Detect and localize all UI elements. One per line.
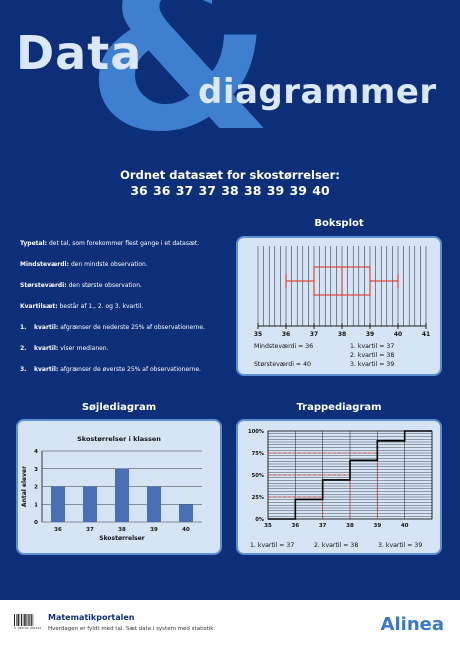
step-line xyxy=(268,430,432,520)
y-tick-label: 0% xyxy=(255,517,265,523)
definition-label: Typetal: xyxy=(20,240,48,247)
x-tick-label: 39 xyxy=(366,331,374,338)
poster: & Data diagrammer Ordnet datasæt for sko… xyxy=(0,0,460,600)
x-tick-label: 36 xyxy=(292,523,300,529)
x-tick-label: 37 xyxy=(310,331,318,338)
definition-typetal: Typetal: det tal, som forekommer flest g… xyxy=(20,240,235,248)
title-word-diagrammer: diagrammer xyxy=(198,72,437,112)
dataset-values: 36 36 37 37 38 38 39 39 40 xyxy=(130,183,330,198)
definition-label: kvartil: xyxy=(34,345,59,352)
definition-kvartil-2: 2. kvartil: viser medianen. xyxy=(20,345,235,353)
x-tick-label: 41 xyxy=(422,331,430,338)
step-chart: 0% 25% 50% 75% 100% 35 36 37 38 39 40 1. kvartil = … xyxy=(248,429,433,549)
y-tick-label: 25% xyxy=(252,495,265,501)
definition-text: består af 1., 2. og 3. kvartil. xyxy=(59,303,144,310)
bar-panel: Skostørrelser i klassen 0 1 2 3 4 36 37 38 39 40 Sk… xyxy=(16,419,222,555)
step-section-title: Trappediagram xyxy=(296,402,382,413)
x-tick-label: 39 xyxy=(150,527,158,533)
x-axis-label: Skostørrelser xyxy=(99,535,145,542)
definition-text: afgrænser de øverste 25% af observatione… xyxy=(60,366,201,373)
definition-number: 1. xyxy=(20,324,27,331)
bar xyxy=(51,486,65,522)
definition-text: det tal, som forekommer flest gange i et… xyxy=(48,240,200,247)
x-tick-label: 38 xyxy=(346,523,354,529)
max-value-text: Størsteværdi = 40 xyxy=(254,361,311,368)
definition-text: afgrænser de nederste 25% af observation… xyxy=(60,324,205,331)
x-tick-label: 36 xyxy=(54,527,62,533)
definition-max: Størsteværdi: den største observation. xyxy=(20,282,235,290)
x-tick-label: 38 xyxy=(118,527,126,533)
y-tick-label: 75% xyxy=(252,451,265,457)
bar-chart: Skostørrelser i klassen 0 1 2 3 4 36 37 38 39 40 Sk… xyxy=(21,435,202,542)
q2-text: 2. kvartil = 38 xyxy=(314,542,358,549)
definition-text: den mindste observation. xyxy=(70,261,148,268)
y-tick-label: 3 xyxy=(34,467,38,473)
x-tick-label: 40 xyxy=(401,523,409,529)
bar xyxy=(83,486,97,522)
definition-kvartilsaet: Kvartilsæt: består af 1., 2. og 3. kvart… xyxy=(20,303,235,311)
boxplot-title: Boksplot xyxy=(314,218,364,229)
definition-kvartil-1: 1. kvartil: afgrænser de nederste 25% af … xyxy=(20,324,235,332)
definition-label: Mindsteværdi: xyxy=(20,261,70,268)
brand-name: Matematikportalen xyxy=(48,613,135,622)
ampersand-graphic: & xyxy=(86,0,273,179)
q3-text: 3. kvartil = 39 xyxy=(350,361,394,368)
q1-text: 1. kvartil = 37 xyxy=(250,542,294,549)
x-tick-label: 40 xyxy=(182,527,190,533)
bar xyxy=(179,504,193,522)
definition-kvartil-3: 3. kvartil: afgrænser de øverste 25% af o… xyxy=(20,366,235,374)
boxplot-panel: 35 36 37 38 39 40 41 Mindsteværdi = 36 Størstevæ… xyxy=(236,236,442,376)
x-tick-label: 37 xyxy=(86,527,94,533)
brand-tagline: Hverdagen er fyldt med tal. Sæt data i s… xyxy=(48,626,216,632)
definition-text: viser medianen. xyxy=(60,345,109,352)
y-tick-label: 2 xyxy=(34,485,38,491)
definition-label: Størsteværdi: xyxy=(20,282,67,289)
q3-text: 3. kvartil = 39 xyxy=(378,542,422,549)
y-axis-label: Antal elever xyxy=(21,466,28,507)
y-tick-label: 1 xyxy=(34,502,38,508)
definition-number: 3. xyxy=(20,366,27,373)
x-tick-label: 37 xyxy=(319,523,327,529)
bar xyxy=(115,468,129,522)
x-tick-label: 40 xyxy=(394,331,402,338)
x-tick-label: 38 xyxy=(338,331,346,338)
bar xyxy=(147,486,161,522)
q1-text: 1. kvartil = 37 xyxy=(350,343,394,350)
definition-min: Mindsteværdi: den mindste observation. xyxy=(20,261,235,269)
y-tick-label: 100% xyxy=(248,429,265,435)
definition-text: den største observation. xyxy=(68,282,142,289)
definition-label: Kvartilsæt: xyxy=(20,303,58,310)
x-tick-label: 35 xyxy=(264,523,272,529)
y-tick-label: 4 xyxy=(34,449,38,455)
q2-text: 2. kvartil = 38 xyxy=(350,352,394,359)
definition-label: kvartil: xyxy=(34,324,59,331)
min-value-text: Mindsteværdi = 36 xyxy=(254,343,313,350)
title-word-data: Data xyxy=(16,26,143,80)
y-tick-label: 0 xyxy=(34,520,38,526)
x-tick-label: 39 xyxy=(374,523,382,529)
bar-section-title: Søjlediagram xyxy=(81,402,157,413)
definition-number: 2. xyxy=(20,345,27,352)
boxplot-chart: 35 36 37 38 39 40 41 Mindsteværdi = 36 Størstevæ… xyxy=(254,246,430,368)
footer: 9 788726 081423 Matematikportalen Hverda… xyxy=(0,600,460,650)
barcode-icon xyxy=(14,614,34,626)
barcode-number: 9 788726 081423 xyxy=(14,626,42,630)
definition-label: kvartil: xyxy=(34,366,59,373)
step-panel: 0% 25% 50% 75% 100% 35 36 37 38 39 40 1. kvartil = … xyxy=(236,419,442,555)
chart-title: Skostørrelser i klassen xyxy=(77,435,161,443)
y-tick-label: 50% xyxy=(252,473,265,479)
x-tick-label: 35 xyxy=(254,331,262,338)
x-tick-label: 36 xyxy=(282,331,290,338)
alinea-logo: Alinea xyxy=(380,614,444,635)
dataset-heading: Ordnet datasæt for skostørrelser: xyxy=(120,168,340,182)
